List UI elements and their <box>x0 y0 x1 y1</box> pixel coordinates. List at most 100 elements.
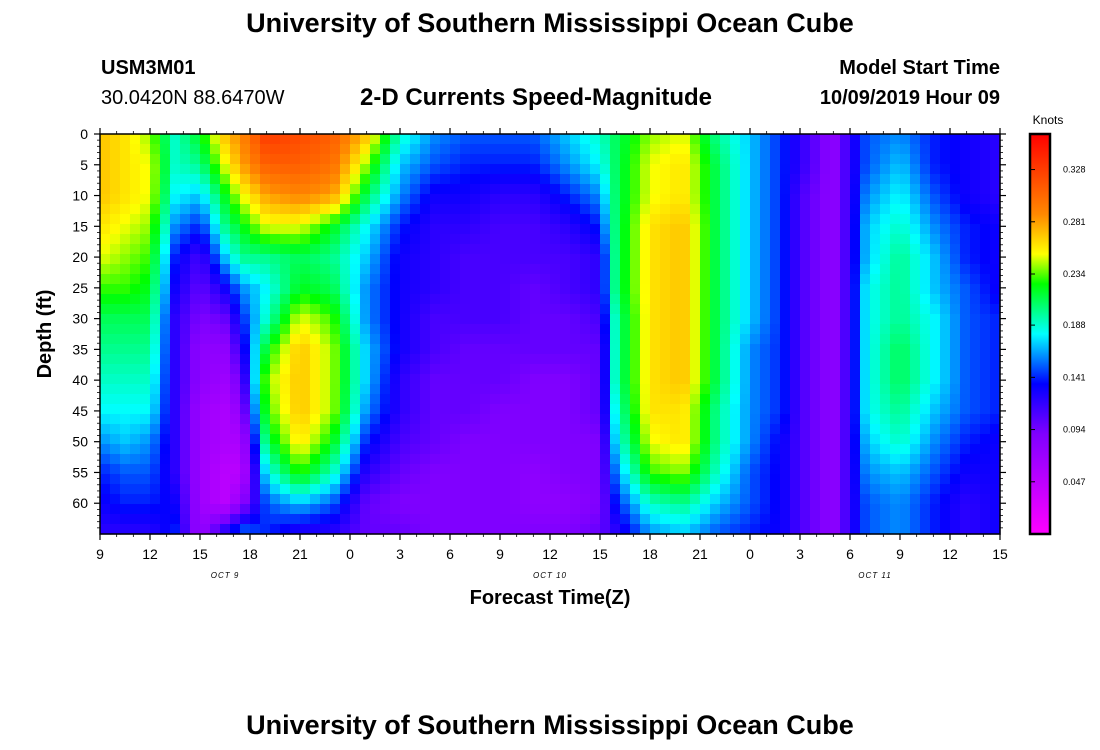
heatmap-cell <box>990 254 1001 265</box>
heatmap-cell <box>680 164 691 175</box>
heatmap-cell <box>520 264 531 275</box>
heatmap-cell <box>210 314 221 325</box>
heatmap-cell <box>240 244 251 255</box>
heatmap-cell <box>240 384 251 395</box>
heatmap-cell <box>430 344 441 355</box>
heatmap-cell <box>540 404 551 415</box>
heatmap-cell <box>870 214 881 225</box>
heatmap-cell <box>220 284 231 295</box>
heatmap-cell <box>920 224 931 235</box>
y-tick-label: 5 <box>80 157 88 173</box>
heatmap-cell <box>350 354 361 365</box>
heatmap-cell <box>650 444 661 455</box>
heatmap-cell <box>920 454 931 465</box>
heatmap-cell <box>160 364 171 375</box>
heatmap-cell <box>360 264 371 275</box>
heatmap-cell <box>130 304 141 315</box>
heatmap-cell <box>640 444 651 455</box>
heatmap-cell <box>320 444 331 455</box>
heatmap-cell <box>840 374 851 385</box>
heatmap-cell <box>950 134 961 145</box>
heatmap-cell <box>420 284 431 295</box>
heatmap-cell <box>760 464 771 475</box>
heatmap-cell <box>580 414 591 425</box>
heatmap-cell <box>810 154 821 165</box>
heatmap-cell <box>880 154 891 165</box>
heatmap-cell <box>890 164 901 175</box>
heatmap-cell <box>230 394 241 405</box>
heatmap-cell <box>160 294 171 305</box>
heatmap-cell <box>280 524 291 535</box>
heatmap-cell <box>860 434 871 445</box>
heatmap-cell <box>410 324 421 335</box>
heatmap-cell <box>770 444 781 455</box>
heatmap-cell <box>940 194 951 205</box>
heatmap-cell <box>410 354 421 365</box>
heatmap-cell <box>610 434 621 445</box>
heatmap-cell <box>280 444 291 455</box>
heatmap-cell <box>690 484 701 495</box>
heatmap-cell <box>170 164 181 175</box>
heatmap-cell <box>720 384 731 395</box>
heatmap-cell <box>810 514 821 525</box>
heatmap-cell <box>390 384 401 395</box>
heatmap-cell <box>740 474 751 485</box>
heatmap-cell <box>280 494 291 505</box>
heatmap-cell <box>620 254 631 265</box>
heatmap-cell <box>930 304 941 315</box>
heatmap-cell <box>230 474 241 485</box>
x-tick-label: 18 <box>642 546 658 562</box>
heatmap-cell <box>200 204 211 215</box>
heatmap-cell <box>290 434 301 445</box>
heatmap-cell <box>430 474 441 485</box>
heatmap-cell <box>990 414 1001 425</box>
heatmap-cell <box>180 294 191 305</box>
heatmap-cell <box>960 194 971 205</box>
heatmap-cell <box>720 474 731 485</box>
heatmap-cell <box>320 324 331 335</box>
heatmap-cell <box>710 464 721 475</box>
heatmap-cell <box>560 344 571 355</box>
heatmap-cell <box>240 484 251 495</box>
heatmap-cell <box>980 304 991 315</box>
heatmap-cell <box>110 474 121 485</box>
heatmap-cell <box>950 214 961 225</box>
heatmap-cell <box>310 284 321 295</box>
heatmap-cell <box>410 464 421 475</box>
heatmap-cell <box>410 294 421 305</box>
heatmap-cell <box>170 284 181 295</box>
heatmap-cell <box>610 334 621 345</box>
heatmap-cell <box>140 444 151 455</box>
heatmap-cell <box>190 294 201 305</box>
heatmap-cell <box>370 494 381 505</box>
heatmap-cell <box>450 514 461 525</box>
heatmap-cell <box>370 294 381 305</box>
heatmap-cell <box>870 194 881 205</box>
heatmap-cell <box>730 204 741 215</box>
heatmap-cell <box>130 394 141 405</box>
heatmap-cell <box>360 244 371 255</box>
heatmap-cell <box>420 424 431 435</box>
heatmap-cell <box>570 304 581 315</box>
heatmap-cell <box>410 314 421 325</box>
heatmap-cell <box>560 134 571 145</box>
heatmap-cell <box>260 384 271 395</box>
heatmap-cell <box>280 184 291 195</box>
heatmap-cell <box>730 324 741 335</box>
heatmap-cell <box>510 184 521 195</box>
heatmap-cell <box>370 454 381 465</box>
heatmap-cell <box>980 144 991 155</box>
heatmap-cell <box>220 524 231 535</box>
heatmap-cell <box>940 414 951 425</box>
heatmap-cell <box>520 394 531 405</box>
heatmap-cell <box>890 294 901 305</box>
heatmap-cell <box>900 194 911 205</box>
heatmap-cell <box>960 514 971 525</box>
heatmap-cell <box>550 474 561 485</box>
heatmap-cell <box>410 474 421 485</box>
heatmap-cell <box>430 164 441 175</box>
heatmap-cell <box>990 264 1001 275</box>
heatmap-cell <box>520 364 531 375</box>
heatmap-cell <box>790 244 801 255</box>
heatmap-cell <box>660 324 671 335</box>
